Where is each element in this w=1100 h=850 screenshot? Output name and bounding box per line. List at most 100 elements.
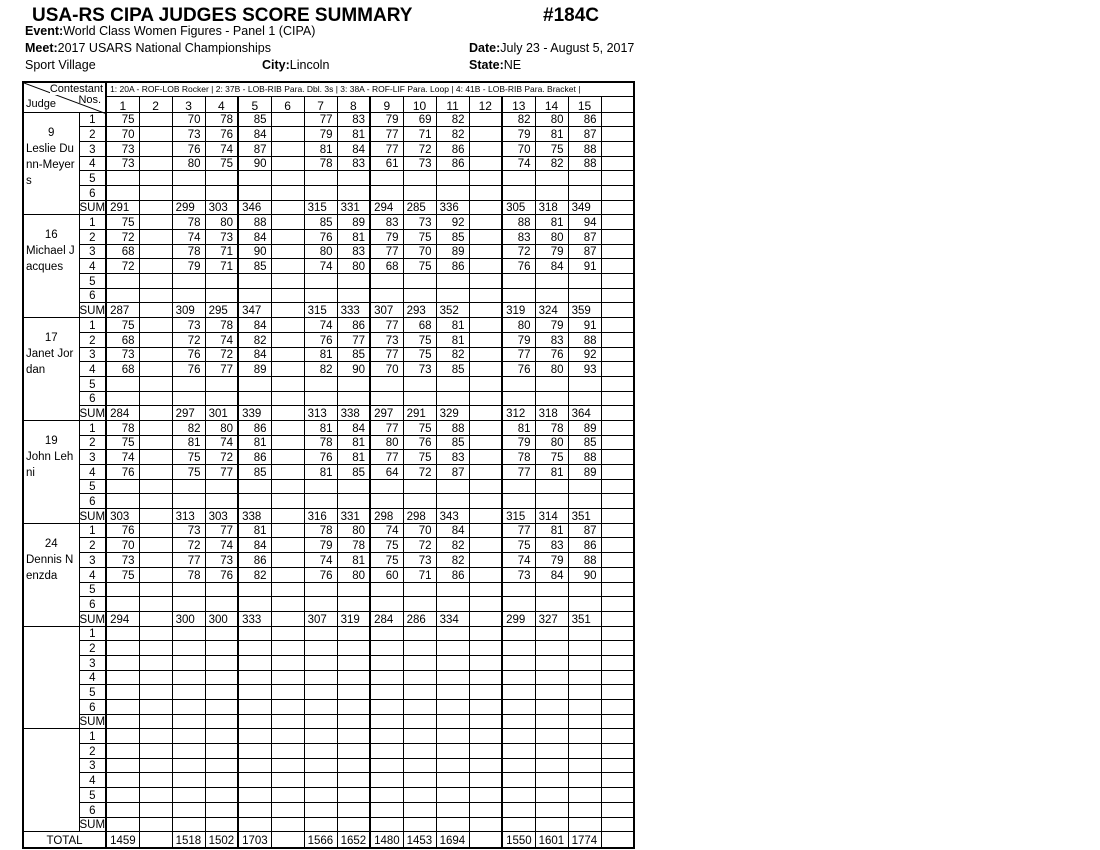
score-cell: [270, 390, 305, 407]
score-cell: [468, 317, 503, 333]
score-cell: 70: [105, 537, 140, 554]
score-cell: [600, 375, 635, 392]
row-label: 2: [78, 229, 107, 245]
sum-cell: [402, 713, 437, 730]
score-cell: [468, 464, 503, 480]
score-cell: 90: [237, 155, 272, 172]
sum-cell: 315: [303, 199, 338, 216]
score-cell: [336, 478, 371, 495]
sum-cell: [105, 816, 140, 833]
score-cell: 84: [336, 140, 371, 157]
sum-cell: [303, 816, 338, 833]
score-cell: 75: [402, 258, 437, 275]
score-cell: [435, 287, 470, 304]
score-cell: [270, 214, 305, 230]
score-cell: [534, 801, 569, 818]
judge-name: John Lehni: [26, 450, 74, 479]
score-cell: [270, 596, 305, 612]
score-cell: [369, 625, 404, 642]
date-line: Date:July 23 - August 5, 2017: [469, 41, 634, 55]
score-cell: [270, 669, 305, 686]
score-cell: 87: [237, 140, 272, 157]
score-cell: 85: [237, 111, 272, 128]
score-cell: 75: [501, 537, 536, 554]
score-cell: [600, 787, 635, 803]
score-cell: 75: [105, 434, 140, 451]
score-cell: 89: [435, 243, 470, 260]
score-cell: [501, 390, 536, 407]
sum-cell: [468, 610, 503, 627]
sum-cell: [270, 816, 305, 833]
sum-cell: 312: [501, 405, 536, 421]
sum-cell: 315: [501, 508, 536, 524]
score-cell: [468, 654, 503, 671]
score-cell: 76: [303, 229, 338, 245]
score-cell: 86: [567, 111, 602, 128]
score-cell: [336, 184, 371, 201]
table-row: 6: [23, 493, 635, 510]
table-row: 3 73 76 72 84 81 85 77 75 82 77 76 92: [23, 346, 635, 363]
score-cell: [237, 728, 272, 745]
score-cell: 88: [567, 552, 602, 568]
row-label: 3: [78, 346, 107, 363]
score-cell: [468, 684, 503, 700]
score-cell: [138, 757, 173, 774]
score-cell: [468, 537, 503, 554]
score-cell: 81: [237, 434, 272, 451]
score-cell: [303, 625, 338, 642]
score-cell: [105, 787, 140, 803]
score-cell: 89: [336, 214, 371, 230]
score-cell: [600, 566, 635, 583]
score-cell: 76: [402, 434, 437, 451]
score-cell: [435, 757, 470, 774]
score-cell: [468, 699, 503, 715]
score-cell: [303, 640, 338, 656]
row-label: 3: [78, 140, 107, 157]
sum-cell: 319: [501, 302, 536, 319]
table-row: 3 73 76 74 87 81 84 77 72 86 70 75 88: [23, 140, 635, 157]
contestant-number: 9: [369, 95, 404, 113]
score-cell: 72: [402, 537, 437, 554]
sum-cell: 333: [336, 302, 371, 319]
score-cell: 79: [369, 229, 404, 245]
score-cell: 86: [567, 537, 602, 554]
score-cell: [237, 625, 272, 642]
score-cell: [402, 640, 437, 656]
corner-header: Contestant Nos. Judge: [22, 81, 108, 114]
sum-cell: 333: [237, 610, 272, 627]
score-cell: [600, 434, 635, 451]
score-cell: [369, 581, 404, 598]
table-row: 3 73 77 73 86 74 81 75 73 82 74 79 88: [23, 552, 635, 568]
score-cell: 82: [237, 331, 272, 348]
score-cell: [369, 757, 404, 774]
score-cell: [303, 596, 338, 612]
score-cell: [534, 787, 569, 803]
sum-cell: [138, 610, 173, 627]
total-cell: [468, 831, 503, 849]
score-cell: 88: [435, 419, 470, 436]
city-label: City:: [262, 58, 290, 72]
sum-cell: [600, 199, 635, 216]
score-cell: [138, 581, 173, 598]
sum-cell: 299: [171, 199, 206, 216]
score-cell: [336, 654, 371, 671]
score-cell: [204, 493, 239, 510]
score-cell: [435, 669, 470, 686]
meet-label: Meet:: [25, 41, 58, 55]
score-cell: [435, 625, 470, 642]
score-cell: [567, 772, 602, 789]
score-cell: 77: [204, 522, 239, 539]
score-cell: 72: [171, 537, 206, 554]
sum-cell: [468, 302, 503, 319]
meet-value: 2017 USARS National Championships: [57, 41, 271, 55]
score-cell: [303, 184, 338, 201]
row-label: 3: [78, 757, 107, 774]
judge-label: Judge: [26, 98, 56, 110]
sum-cell: [270, 302, 305, 319]
score-cell: [336, 787, 371, 803]
score-cell: [468, 478, 503, 495]
score-cell: [237, 493, 272, 510]
score-cell: 72: [105, 229, 140, 245]
score-cell: [435, 273, 470, 289]
score-cell: 64: [369, 464, 404, 480]
